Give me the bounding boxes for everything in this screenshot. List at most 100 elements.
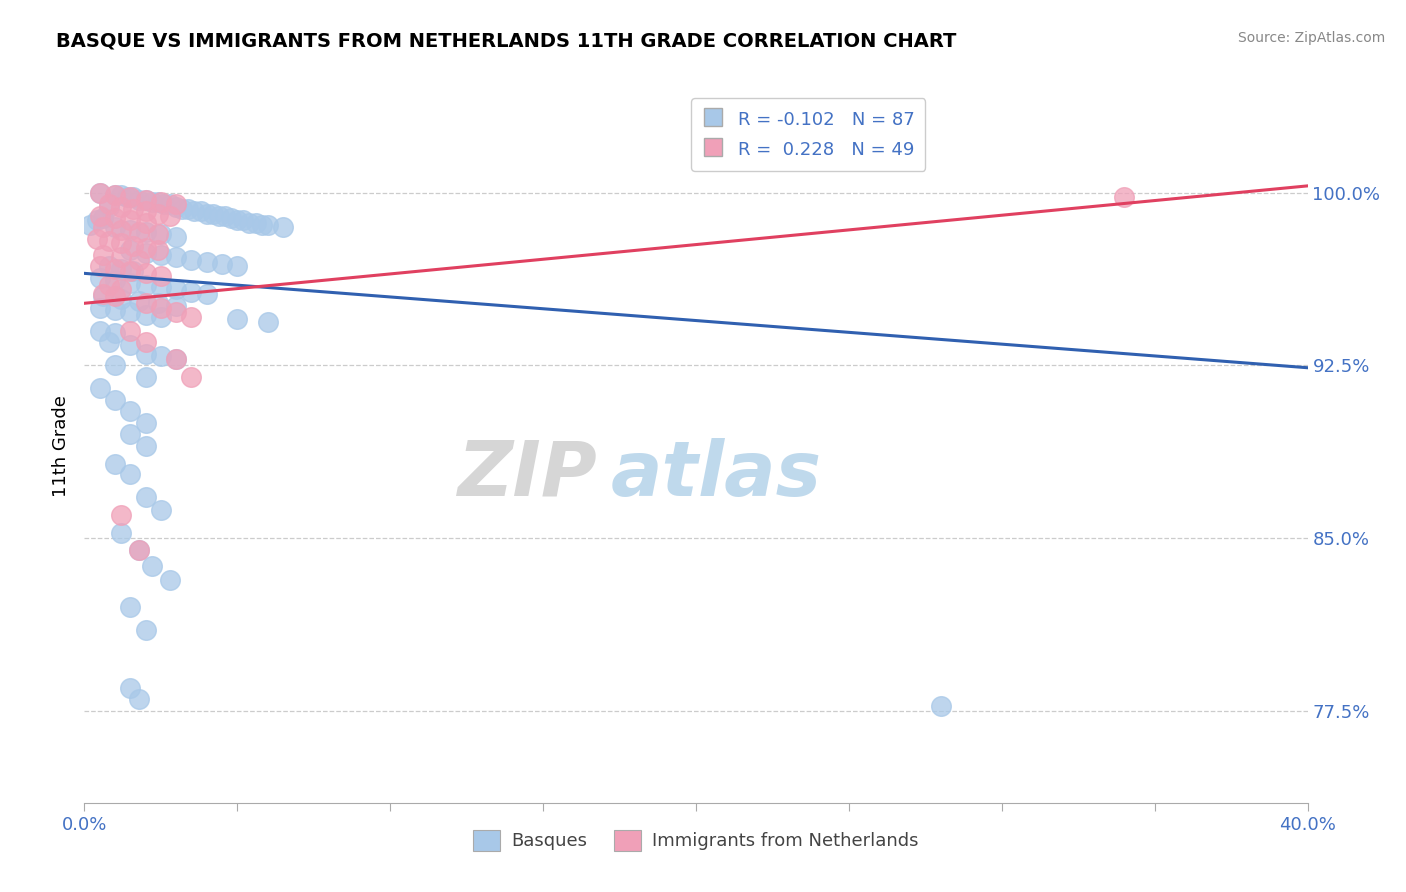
Point — [89, 301, 111, 315]
Point — [91, 211, 114, 226]
Point — [149, 280, 172, 294]
Point — [211, 257, 233, 271]
Point — [149, 227, 172, 242]
Point — [183, 204, 205, 219]
Point — [135, 277, 157, 292]
Point — [128, 692, 150, 706]
Point — [165, 197, 187, 211]
Point — [104, 392, 127, 407]
Point — [120, 264, 142, 278]
Point — [208, 209, 231, 223]
Point — [146, 296, 169, 310]
Point — [141, 194, 163, 209]
Point — [159, 197, 181, 211]
Point — [122, 238, 145, 252]
Point — [146, 194, 169, 209]
Point — [135, 225, 157, 239]
Point — [86, 232, 108, 246]
Point — [104, 326, 127, 341]
Point — [91, 248, 114, 262]
Point — [159, 209, 181, 223]
Point — [165, 351, 187, 366]
Point — [135, 370, 157, 384]
Point — [91, 289, 114, 303]
Point — [110, 250, 132, 264]
Point — [89, 271, 111, 285]
Point — [128, 542, 150, 557]
Point — [120, 244, 142, 258]
Point — [135, 335, 157, 350]
Point — [120, 427, 142, 442]
Point — [226, 260, 249, 274]
Point — [180, 370, 202, 384]
Point — [226, 312, 249, 326]
Point — [153, 197, 176, 211]
Point — [149, 248, 172, 262]
Point — [97, 260, 120, 274]
Point — [146, 206, 169, 220]
Point — [135, 439, 157, 453]
Point — [104, 188, 127, 202]
Point — [128, 542, 150, 557]
Y-axis label: 11th Grade: 11th Grade — [52, 395, 70, 497]
Point — [165, 351, 187, 366]
Point — [91, 287, 114, 301]
Point — [110, 222, 132, 236]
Point — [1114, 190, 1136, 204]
Point — [128, 225, 150, 239]
Point — [104, 220, 127, 235]
Point — [122, 202, 145, 216]
Point — [180, 285, 202, 299]
Point — [120, 681, 142, 695]
Point — [135, 216, 157, 230]
Point — [97, 335, 120, 350]
Point — [180, 252, 202, 267]
Point — [165, 229, 187, 244]
Point — [104, 289, 127, 303]
Point — [135, 266, 157, 280]
Point — [149, 349, 172, 363]
Point — [120, 404, 142, 418]
Point — [165, 250, 187, 264]
Point — [135, 193, 157, 207]
Point — [232, 213, 254, 227]
Point — [135, 204, 157, 219]
Point — [135, 308, 157, 322]
Point — [135, 245, 157, 260]
Point — [195, 206, 218, 220]
Point — [104, 303, 127, 318]
Point — [104, 458, 127, 472]
Point — [89, 260, 111, 274]
Point — [149, 194, 172, 209]
Point — [149, 301, 172, 315]
Point — [135, 193, 157, 207]
Point — [135, 416, 157, 430]
Point — [120, 337, 142, 351]
Point — [110, 236, 132, 251]
Point — [104, 211, 127, 226]
Point — [238, 216, 260, 230]
Point — [110, 261, 132, 276]
Point — [214, 209, 236, 223]
Point — [172, 202, 194, 216]
Point — [128, 252, 150, 267]
Point — [120, 276, 142, 290]
Point — [257, 315, 280, 329]
Point — [120, 600, 142, 615]
Text: Source: ZipAtlas.com: Source: ZipAtlas.com — [1237, 31, 1385, 45]
Point — [135, 623, 157, 637]
Point — [190, 204, 212, 219]
Point — [135, 241, 157, 255]
Point — [110, 508, 132, 522]
Point — [165, 200, 187, 214]
Point — [149, 503, 172, 517]
Point — [201, 206, 224, 220]
Point — [120, 190, 142, 204]
Text: BASQUE VS IMMIGRANTS FROM NETHERLANDS 11TH GRADE CORRELATION CHART: BASQUE VS IMMIGRANTS FROM NETHERLANDS 11… — [56, 31, 956, 50]
Point — [120, 467, 142, 481]
Point — [195, 287, 218, 301]
Point — [110, 200, 132, 214]
Point — [250, 218, 273, 232]
Point — [149, 310, 172, 324]
Text: atlas: atlas — [610, 438, 821, 511]
